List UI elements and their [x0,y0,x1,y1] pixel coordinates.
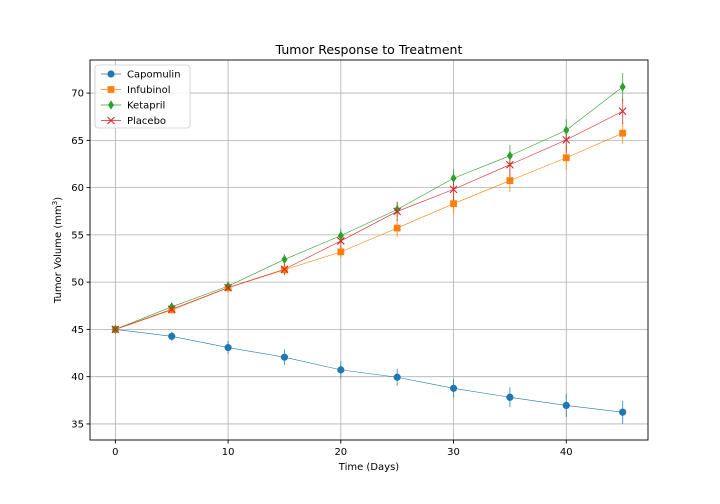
placebo-point [393,207,402,216]
capomulin-point [280,353,289,361]
y-tick-label: 65 [71,136,84,147]
ketapril-point [281,254,288,265]
legend-ketapril-label: Ketapril [127,101,165,112]
series-markers [111,82,627,416]
y-axis-label-superscript: 3 [51,201,59,205]
ketapril-point [563,125,570,135]
legend-infubinol-marker [107,86,115,93]
infubinol-line [115,132,623,330]
legend-placebo-label: Placebo [127,116,166,127]
infubinol-point [337,248,345,256]
y-axis-label: Tumor Volume (mm3) [51,197,64,304]
x-tick-label: 30 [447,447,460,458]
legend-placebo-marker [107,116,115,125]
y-tick-label: 55 [71,230,84,241]
capomulin-point [506,393,514,401]
ketapril-line [115,86,623,330]
y-tick-label: 50 [71,278,84,289]
placebo-point [618,107,627,116]
ketapril-point [506,151,513,161]
placebo-point [449,185,458,194]
infubinol-point [450,200,457,208]
ketapril-point [337,231,344,241]
placebo-point [336,237,345,245]
ketapril-point [450,173,457,183]
capomulin-point [562,401,570,410]
infubinol-point [506,177,514,185]
placebo-point [280,265,289,274]
infubinol-point [562,154,570,162]
infubinol-point [393,224,401,232]
placebo-point [562,135,571,144]
y-axis-label-close: ) [53,197,64,201]
x-axis-ticks: 0 10 20 30 40 [112,440,573,458]
y-tick-label: 70 [71,89,84,100]
legend-box [94,64,191,129]
capomulin-point [619,408,627,416]
y-tick-label: 60 [71,183,84,194]
plot-area-frame [89,59,649,441]
series-lines [115,86,623,413]
placebo-point [506,160,514,169]
y-tick-label: 35 [71,419,84,430]
x-tick-label: 40 [560,447,573,458]
x-tick-label: 10 [222,447,235,458]
capomulin-point [337,366,345,374]
ketapril-point [394,204,401,215]
legend-capomulin-marker [107,70,115,78]
x-axis-label: Time (Days) [338,462,400,473]
placebo-line [115,110,623,330]
legend-capomulin-label: Capomulin [127,70,181,81]
legend: Capomulin Infubinol Ketapril Placebo [94,64,191,129]
infubinol-point [619,129,627,137]
x-tick-label: 0 [112,447,118,458]
capomulin-point [168,332,176,340]
capomulin-point [449,384,458,392]
y-tick-label: 40 [71,372,84,383]
capomulin-point [393,373,401,381]
capomulin-point [224,343,232,352]
ketapril-point [168,302,175,312]
ketapril-point [619,82,626,92]
placebo-point [167,305,176,314]
chart-title: Tumor Response to Treatment [275,42,463,57]
x-tick-label: 20 [334,447,347,458]
legend-infubinol-label: Infubinol [127,85,171,96]
y-axis-ticks: 35 40 45 50 55 60 65 70 [71,89,90,430]
legend-ketapril-marker [108,100,114,110]
placebo-point [111,325,120,334]
y-tick-label: 45 [71,325,84,336]
legend-items: Capomulin Infubinol Ketapril Placebo [101,70,181,127]
y-axis-label-text: Tumor Volume (mm [53,205,64,304]
placebo-point [224,283,232,292]
capomulin-line [115,329,623,413]
